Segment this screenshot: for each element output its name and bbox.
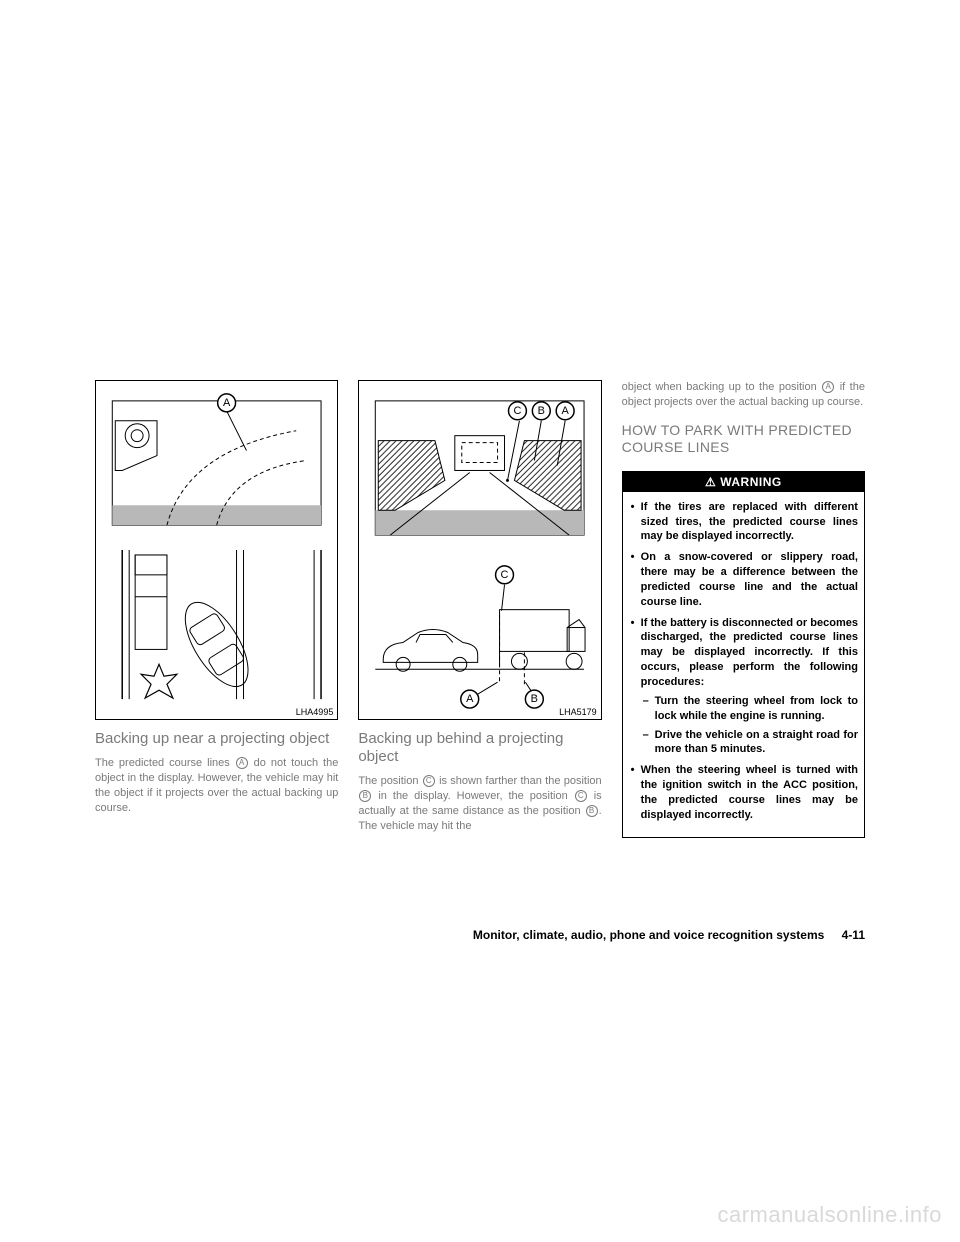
- col1-text-before: The predicted course lines: [95, 757, 235, 769]
- warning-sub-1: Turn the steering wheel from lock to loc…: [641, 694, 858, 724]
- col2-t1: The position: [358, 775, 421, 787]
- warning-body: If the tires are replaced with different…: [623, 492, 864, 837]
- ref-b2-icon: B: [586, 805, 598, 817]
- figure-1: A: [95, 380, 338, 720]
- figure-2-svg: C B A: [359, 381, 600, 719]
- warning-item-3: If the battery is disconnected or become…: [629, 616, 858, 758]
- page-footer: Monitor, climate, audio, phone and voice…: [473, 928, 865, 942]
- fig2-top-c: C: [514, 405, 522, 417]
- ref-a2-icon: A: [822, 381, 834, 393]
- warning-sub-2: Drive the vehicle on a straight road for…: [641, 728, 858, 758]
- ref-b1-icon: B: [359, 790, 371, 802]
- page-content: A: [95, 380, 865, 838]
- fig1-label-a: A: [223, 397, 231, 409]
- figure-1-svg: A: [96, 381, 337, 719]
- warning-item-1: If the tires are replaced with different…: [629, 500, 858, 545]
- fig2-bot-c: C: [501, 569, 509, 581]
- column-3: object when backing up to the position A…: [622, 380, 865, 838]
- col2-t2: is shown farther than the position: [436, 775, 602, 787]
- column-1: A: [95, 380, 338, 838]
- warning-header: WARNING: [623, 472, 864, 492]
- col1-text: The predicted course lines A do not touc…: [95, 756, 338, 815]
- fig2-bot-a: A: [466, 693, 474, 705]
- column-2: C B A: [358, 380, 601, 838]
- fig2-top-a: A: [562, 405, 570, 417]
- figure-2-code: LHA5179: [559, 707, 597, 717]
- ref-c2-icon: C: [575, 790, 587, 802]
- fig2-top-b: B: [538, 405, 545, 417]
- warning-item-4: When the steering wheel is turned with t…: [629, 763, 858, 822]
- col1-heading: Backing up near a projecting object: [95, 730, 338, 748]
- ref-c1-icon: C: [423, 775, 435, 787]
- section-heading: HOW TO PARK WITH PREDICTED COURSE LINES: [622, 422, 865, 457]
- figure-2: C B A: [358, 380, 601, 720]
- col3-cont1: object when backing up to the position: [622, 381, 822, 393]
- footer-section: Monitor, climate, audio, phone and voice…: [473, 928, 824, 942]
- footer-page-number: 4-11: [842, 928, 865, 942]
- col2-heading: Backing up behind a projecting object: [358, 730, 601, 766]
- col2-text: The position C is shown farther than the…: [358, 774, 601, 833]
- warning-item-2: On a snow-covered or slippery road, ther…: [629, 550, 858, 609]
- figure-1-code: LHA4995: [296, 707, 334, 717]
- column-layout: A: [95, 380, 865, 838]
- warning-box: WARNING If the tires are replaced with d…: [622, 471, 865, 838]
- warning-item-3-text: If the battery is disconnected or become…: [641, 617, 858, 688]
- col2-t3: in the display. However, the position: [372, 790, 573, 802]
- col3-cont-text: object when backing up to the position A…: [622, 380, 865, 410]
- fig2-bot-b: B: [531, 693, 538, 705]
- ref-a-icon: A: [236, 757, 248, 769]
- watermark: carmanualsonline.info: [717, 1202, 942, 1228]
